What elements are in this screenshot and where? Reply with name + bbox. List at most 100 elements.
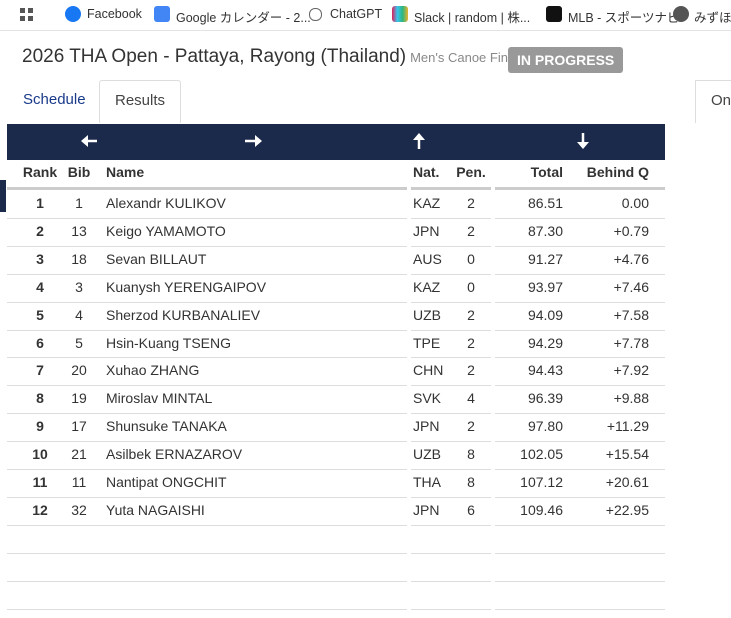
cell: UZB xyxy=(413,306,441,323)
row-border xyxy=(7,608,407,610)
cell: 3 xyxy=(36,250,44,267)
cell: +9.88 xyxy=(613,390,649,407)
row-border xyxy=(495,552,665,554)
bookmark[interactable]: みずほ xyxy=(694,11,731,25)
cell: THA xyxy=(413,474,441,490)
bookmark[interactable]: ChatGPT xyxy=(330,7,383,21)
cell: 86.51 xyxy=(527,195,563,211)
row-border xyxy=(7,301,407,303)
cell: 4 xyxy=(75,306,83,323)
row-border xyxy=(495,329,665,331)
cell: 93.97 xyxy=(527,278,563,295)
bookmark[interactable]: Slack | random | 株... xyxy=(414,11,531,25)
bookmark[interactable]: Google カレンダー - 2... xyxy=(176,11,311,25)
cell: TPE xyxy=(413,334,441,351)
tab-active[interactable]: Results xyxy=(99,80,182,123)
column-header: Behind Q xyxy=(586,164,649,180)
cell: 11 xyxy=(71,474,87,490)
cell: 20 xyxy=(71,362,87,379)
cell: 2 xyxy=(467,362,475,379)
cell: JPN xyxy=(413,222,440,239)
cell: AUS xyxy=(413,250,442,267)
header-title: 2026 THA Open - Pattaya, Rayong (Thailan… xyxy=(22,46,525,68)
cell: CHN xyxy=(413,362,444,379)
row-border xyxy=(495,469,665,470)
cell: 5 xyxy=(36,306,44,323)
cell: 1 xyxy=(36,195,44,211)
row-border xyxy=(411,580,491,582)
cell: 107.12 xyxy=(520,474,563,490)
cell: 6 xyxy=(467,501,475,518)
row-border xyxy=(411,496,491,498)
row-border xyxy=(7,245,407,247)
mlb-icon xyxy=(546,6,562,22)
row-border xyxy=(411,552,491,554)
cell: 13 xyxy=(71,222,87,239)
cell: Miroslav MINTAL xyxy=(106,390,213,407)
row-border xyxy=(411,385,491,387)
row-border xyxy=(411,329,491,331)
cell: 94.09 xyxy=(527,306,563,323)
cell: 9 xyxy=(36,418,44,435)
side-edge xyxy=(0,180,6,212)
row-border xyxy=(7,413,407,415)
bookmark[interactable]: Facebook xyxy=(87,7,142,21)
row-border xyxy=(495,273,665,275)
cell: KAZ xyxy=(413,278,441,295)
calendar-icon xyxy=(154,6,170,22)
cell: Xuhao ZHANG xyxy=(106,362,200,379)
column-header: Total xyxy=(530,164,563,180)
cell: Kuanysh YERENGAIPOV xyxy=(106,278,267,295)
cell: +7.92 xyxy=(613,362,649,379)
cell: +22.95 xyxy=(605,501,649,518)
nav-arrows xyxy=(81,133,589,149)
cell: 2 xyxy=(467,334,475,351)
cell: 109.46 xyxy=(520,501,563,518)
cell: 32 xyxy=(71,501,87,518)
cell: 7 xyxy=(36,362,44,379)
cell: 19 xyxy=(71,390,87,407)
cell: 0 xyxy=(467,278,475,295)
row-border xyxy=(411,524,491,526)
tab[interactable]: On xyxy=(695,80,731,123)
row-border xyxy=(411,357,491,359)
tab[interactable]: Schedule xyxy=(23,91,86,108)
row-border xyxy=(7,217,407,219)
cell: 8 xyxy=(467,446,475,463)
cell: 4 xyxy=(36,278,44,295)
cell: 21 xyxy=(71,446,87,463)
cell: 12 xyxy=(32,501,48,518)
cell: 96.39 xyxy=(527,390,563,407)
row-border xyxy=(495,413,665,415)
row-border xyxy=(495,608,665,610)
column-header: Pen. xyxy=(456,164,486,180)
row-border xyxy=(7,441,407,443)
bookmark[interactable]: MLB - スポーツナビ xyxy=(568,11,680,25)
cell: 17 xyxy=(71,418,87,435)
cell: 8 xyxy=(36,390,44,407)
cell: Keigo YAMAMOTO xyxy=(106,222,226,239)
row-border xyxy=(7,357,407,359)
globe-icon xyxy=(673,6,689,22)
cell: 87.30 xyxy=(527,222,563,239)
row-border xyxy=(495,580,665,582)
title-text: 2026 THA Open - Pattaya, Rayong (Thailan… xyxy=(22,46,407,67)
row-border xyxy=(411,273,491,275)
cell: 10 xyxy=(32,446,48,463)
cell: +15.54 xyxy=(605,446,649,463)
cell: 2 xyxy=(467,418,475,435)
cell: SVK xyxy=(413,390,442,407)
row-border xyxy=(7,580,407,582)
bookmarks-bar: Facebook Google カレンダー - 2... ChatGPT Sla… xyxy=(0,0,731,31)
cell: 5 xyxy=(75,334,83,351)
cell: Hsin-Kuang TSENG xyxy=(106,334,232,351)
row-border xyxy=(411,245,491,247)
cell: Sherzod KURBANALIEV xyxy=(106,306,261,323)
cell: 0 xyxy=(467,250,475,267)
row-border xyxy=(495,301,665,303)
cell: +11.29 xyxy=(606,418,649,435)
row-border xyxy=(7,469,407,470)
header-border xyxy=(495,187,665,190)
cell: Asilbek ERNAZAROV xyxy=(106,446,243,463)
